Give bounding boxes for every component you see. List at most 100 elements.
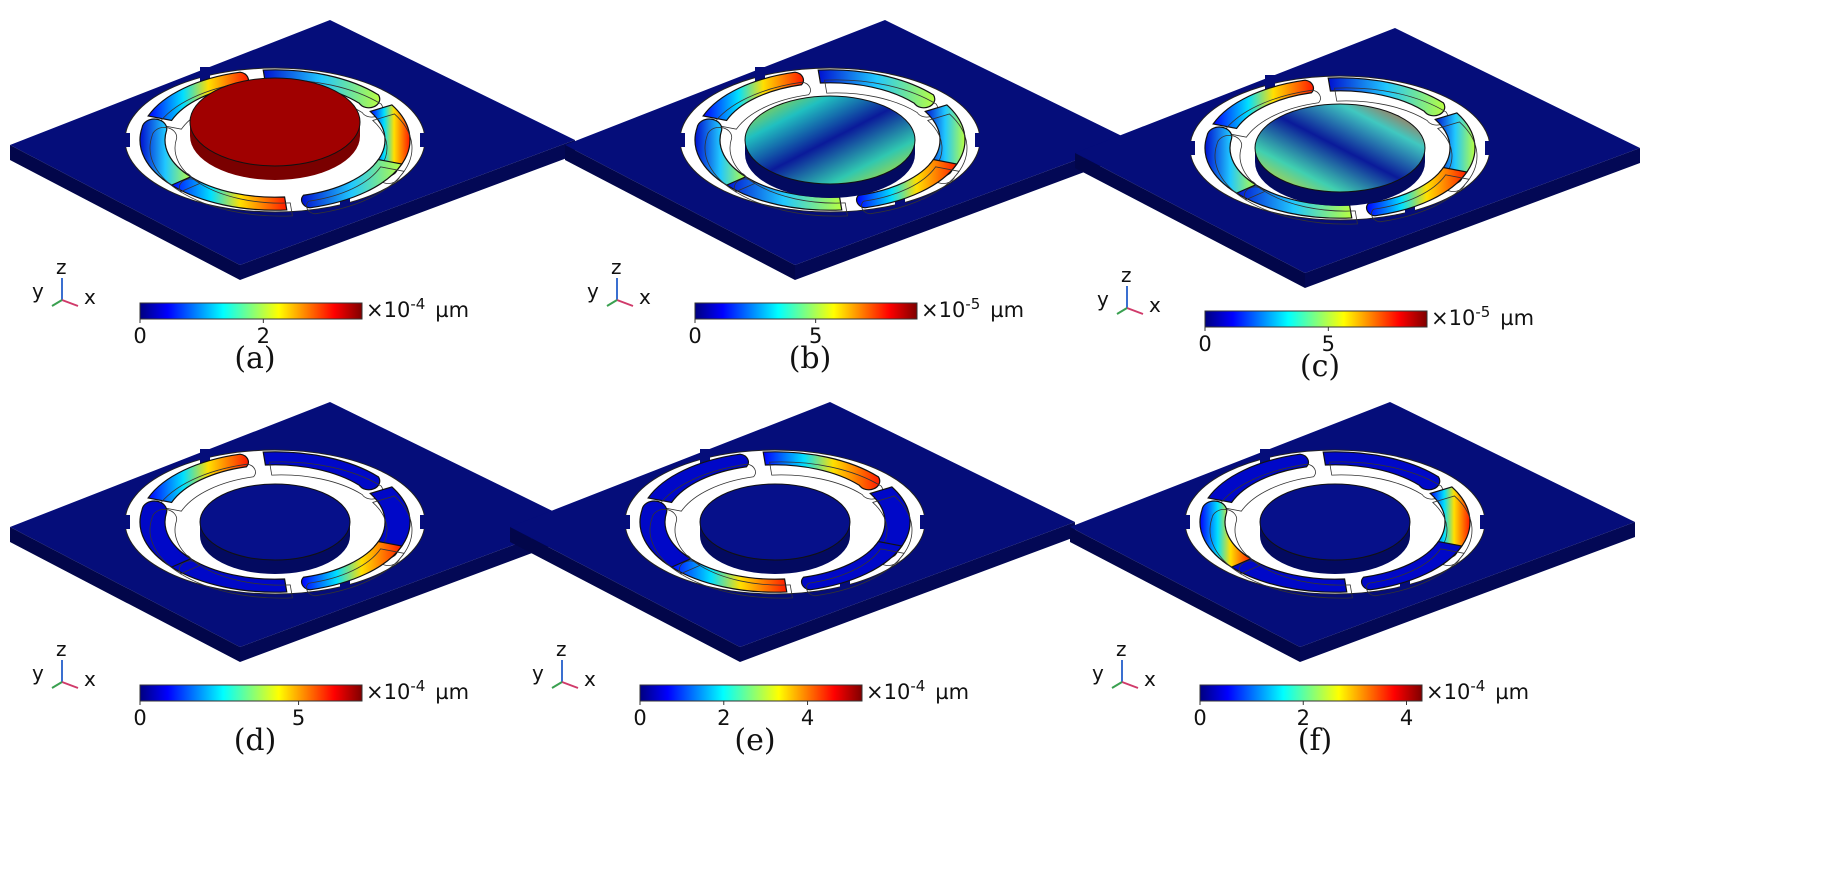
substrate-plate-side-left [565, 145, 795, 280]
spring-outline [861, 166, 960, 215]
panel-caption: (d) [234, 723, 277, 758]
y-axis-label: y [532, 661, 544, 685]
anchor-notch [120, 515, 130, 529]
anchor-notch [895, 199, 905, 213]
colorbar-gradient [639, 684, 863, 702]
panel-caption: (f) [1298, 723, 1333, 758]
spring-outline [733, 178, 848, 217]
colorbar-tick-label: 0 [1198, 332, 1211, 356]
spring-beam [1327, 77, 1446, 117]
spring-outline [372, 495, 413, 566]
colorbar: 0 5×10-5 µm [688, 295, 1024, 348]
proof-mass-disc [1259, 483, 1411, 561]
panel-caption: (e) [734, 723, 775, 758]
spring-outline [1238, 560, 1353, 599]
z-axis-label: z [1121, 263, 1132, 287]
colorbar-multiplier: ×10-4 µm [1426, 677, 1529, 704]
substrate-plate-side-left [10, 527, 240, 662]
axis-triad: zx y [587, 255, 651, 309]
colorbar-tick-label: 5 [809, 324, 822, 348]
colorbar-exponent: -4 [1470, 677, 1485, 695]
colorbar-exponent: -5 [965, 295, 980, 313]
y-axis-label: y [32, 661, 44, 685]
proof-mass-disc [744, 95, 916, 185]
axis-triad: zx y [32, 255, 96, 309]
substrate-plate-side-right [740, 522, 1075, 662]
colorbar-unit: µm [935, 680, 969, 704]
anchor-notch [420, 133, 430, 147]
substrate-plate-side-left [1075, 153, 1305, 288]
colorbar-tick-label: 0 [1193, 706, 1206, 730]
spring-beam [139, 500, 193, 568]
anchor-notch [840, 581, 850, 595]
x-axis-arrow [561, 681, 579, 689]
proof-mass-disc [189, 77, 361, 167]
colorbar-gradient [694, 302, 918, 320]
y-axis-label: y [32, 279, 44, 303]
colorbar-multiplier: ×10-4 µm [866, 677, 969, 704]
colorbar-gradient [1204, 310, 1428, 328]
anchor-notch [200, 449, 210, 463]
anchor-notch [1260, 449, 1270, 463]
spring-beam [139, 118, 193, 186]
spring-beam [1207, 453, 1309, 504]
proof-mass-disc [199, 483, 351, 561]
anchor-notch [340, 199, 350, 213]
colorbar: 0 2×10-4 µm [133, 295, 469, 348]
spring-outline [927, 113, 968, 184]
spring-beam [1204, 126, 1258, 194]
colorbar-multiplier: ×10-4 µm [366, 295, 469, 322]
colorbar-tick-label: 5 [292, 706, 305, 730]
colorbar-tick-label: 0 [633, 706, 646, 730]
spring-beam [702, 71, 804, 122]
spring-beam [147, 71, 249, 122]
substrate-plate-side-right [240, 140, 575, 280]
colorbar-tick-label: 5 [1322, 332, 1335, 356]
x-axis-arrow [616, 299, 634, 307]
y-axis-label: y [1097, 287, 1109, 311]
spring-outline [806, 548, 905, 597]
colorbar-exponent: -4 [910, 677, 925, 695]
spring-outline [178, 178, 293, 217]
spring-outline [157, 463, 256, 512]
anchor-notch [620, 515, 630, 529]
anchor-notch [1405, 207, 1415, 221]
z-axis-label: z [56, 637, 67, 661]
colorbar-tick-label: 2 [717, 706, 730, 730]
x-axis-label: x [584, 667, 596, 691]
anchor-notch [920, 515, 930, 529]
substrate-plate-side-right [795, 140, 1130, 280]
x-axis-arrow [61, 299, 79, 307]
panel-caption: (b) [789, 341, 832, 376]
spring-outline [649, 509, 701, 575]
colorbar-tick-label: 4 [1400, 706, 1413, 730]
anchor-notch [1485, 141, 1495, 155]
panel-caption: (c) [1300, 349, 1340, 384]
spring-beam [647, 453, 749, 504]
y-axis-arrow [51, 681, 63, 689]
anchor-notch [975, 133, 985, 147]
anchor-notch [420, 515, 430, 529]
colorbar: 0 5×10-4 µm [133, 677, 469, 730]
anchor-notch [1185, 141, 1195, 155]
colorbar-tick-label: 0 [688, 324, 701, 348]
spring-outline [678, 560, 793, 599]
colorbar-exponent: -4 [410, 295, 425, 313]
spring-outline [704, 127, 756, 193]
colorbar: 0 2 4×10-4 µm [633, 677, 969, 730]
spring-beam [817, 69, 936, 109]
y-axis-label: y [587, 279, 599, 303]
x-axis-arrow [1126, 307, 1144, 315]
anchor-notch [1265, 75, 1275, 89]
colorbar-tick-label: 0 [133, 324, 146, 348]
substrate-plate-side-right [240, 522, 575, 662]
spring-outline [1432, 495, 1473, 566]
spring-outline [178, 560, 293, 599]
spring-outline [306, 548, 405, 597]
colorbar-tick-label: 4 [801, 706, 814, 730]
colorbar: 0 5×10-5 µm [1198, 303, 1534, 356]
